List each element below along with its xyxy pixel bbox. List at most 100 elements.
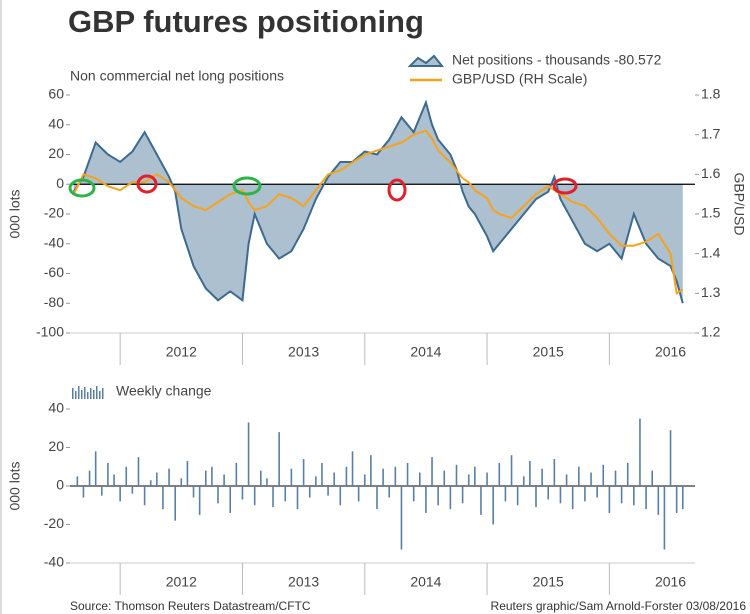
bar bbox=[565, 474, 568, 486]
bar bbox=[400, 486, 403, 550]
x-tick-label: 2014 bbox=[410, 344, 441, 360]
bar bbox=[119, 486, 121, 502]
legend-label: Weekly change bbox=[116, 383, 212, 399]
bar bbox=[608, 486, 611, 513]
bar bbox=[327, 486, 329, 496]
bar bbox=[143, 486, 146, 506]
bar bbox=[88, 470, 91, 486]
y2-tick-label: 1.4 bbox=[701, 244, 721, 260]
bar bbox=[559, 486, 562, 504]
bar bbox=[82, 486, 85, 498]
y-tick-label: 40 bbox=[48, 115, 64, 131]
bar bbox=[223, 474, 225, 486]
bar bbox=[211, 466, 213, 486]
bar bbox=[284, 486, 287, 502]
bar bbox=[388, 486, 391, 498]
y-tick-label: -20 bbox=[44, 205, 64, 221]
bar bbox=[394, 466, 397, 486]
y2-tick-label: 1.3 bbox=[701, 284, 721, 300]
bar bbox=[620, 486, 623, 504]
bar bbox=[131, 486, 134, 494]
x-tick-label: 2015 bbox=[533, 574, 564, 590]
bar bbox=[101, 486, 103, 496]
y-tick-label: -40 bbox=[44, 234, 64, 250]
bar bbox=[162, 486, 164, 510]
bar bbox=[333, 472, 335, 486]
bar bbox=[461, 486, 464, 504]
bar bbox=[657, 486, 660, 515]
bar bbox=[541, 468, 543, 486]
y-axis-label: 000 lots bbox=[7, 461, 23, 510]
bar bbox=[107, 462, 109, 486]
legend-label: GBP/USD (RH Scale) bbox=[452, 71, 587, 87]
bar bbox=[437, 486, 439, 506]
x-tick-label: 2014 bbox=[410, 574, 441, 590]
y-tick-label: -40 bbox=[44, 554, 64, 570]
bar bbox=[663, 486, 666, 550]
x-tick-label: 2012 bbox=[166, 344, 197, 360]
bar bbox=[626, 462, 629, 486]
bar bbox=[584, 486, 586, 502]
bar bbox=[449, 486, 452, 510]
bar bbox=[425, 486, 427, 513]
bar bbox=[186, 460, 189, 486]
bar bbox=[290, 468, 293, 486]
bar bbox=[241, 486, 244, 500]
y-tick-label: 0 bbox=[56, 175, 64, 191]
bar bbox=[516, 486, 519, 506]
bar bbox=[168, 468, 170, 486]
bar bbox=[278, 432, 280, 486]
subtitle: Non commercial net long positions bbox=[70, 68, 284, 84]
bar bbox=[260, 470, 262, 486]
line bbox=[72, 129, 684, 296]
bar bbox=[675, 486, 678, 513]
bar bbox=[382, 468, 384, 486]
bar bbox=[137, 457, 140, 486]
bar bbox=[217, 486, 219, 504]
bar bbox=[480, 486, 482, 515]
bar bbox=[302, 459, 305, 486]
bar bbox=[486, 472, 488, 486]
bar bbox=[639, 418, 641, 486]
bar bbox=[94, 451, 97, 486]
bar bbox=[363, 474, 366, 486]
bar bbox=[149, 480, 152, 486]
bar bbox=[351, 451, 354, 486]
bar bbox=[522, 476, 525, 486]
bar bbox=[590, 472, 592, 486]
bar bbox=[571, 486, 574, 510]
bar bbox=[431, 457, 433, 486]
annotations bbox=[68, 174, 578, 202]
legend-icon bbox=[72, 386, 104, 399]
bar bbox=[602, 464, 605, 486]
bar bbox=[272, 486, 274, 508]
bar bbox=[492, 486, 494, 525]
y-tick-label: -80 bbox=[44, 294, 64, 310]
bar bbox=[669, 430, 672, 486]
bar bbox=[681, 486, 684, 510]
bar bbox=[553, 459, 556, 486]
y-tick-label: 40 bbox=[48, 400, 64, 416]
y-axis-label: 000 lots bbox=[7, 189, 23, 238]
bar bbox=[76, 476, 79, 486]
x-tick-label: 2013 bbox=[288, 344, 319, 360]
bar bbox=[229, 486, 232, 513]
x-tick-label: 2013 bbox=[288, 574, 319, 590]
y2-tick-label: 1.7 bbox=[701, 125, 721, 141]
bar bbox=[308, 486, 311, 498]
bar bbox=[247, 422, 250, 486]
y-tick-label: 20 bbox=[48, 438, 64, 454]
bar bbox=[455, 464, 458, 486]
y-tick-label: 20 bbox=[48, 145, 64, 161]
area bbox=[73, 102, 683, 304]
bar bbox=[235, 462, 238, 486]
y2-tick-label: 1.8 bbox=[701, 86, 721, 102]
bar bbox=[345, 466, 348, 486]
y2-axis-label: GBP/USD bbox=[731, 172, 747, 235]
bar bbox=[419, 472, 421, 486]
bar bbox=[529, 460, 531, 486]
y-tick-label: -100 bbox=[36, 324, 64, 340]
bar bbox=[535, 486, 537, 508]
y2-tick-label: 1.5 bbox=[701, 205, 721, 221]
bar bbox=[406, 462, 409, 486]
